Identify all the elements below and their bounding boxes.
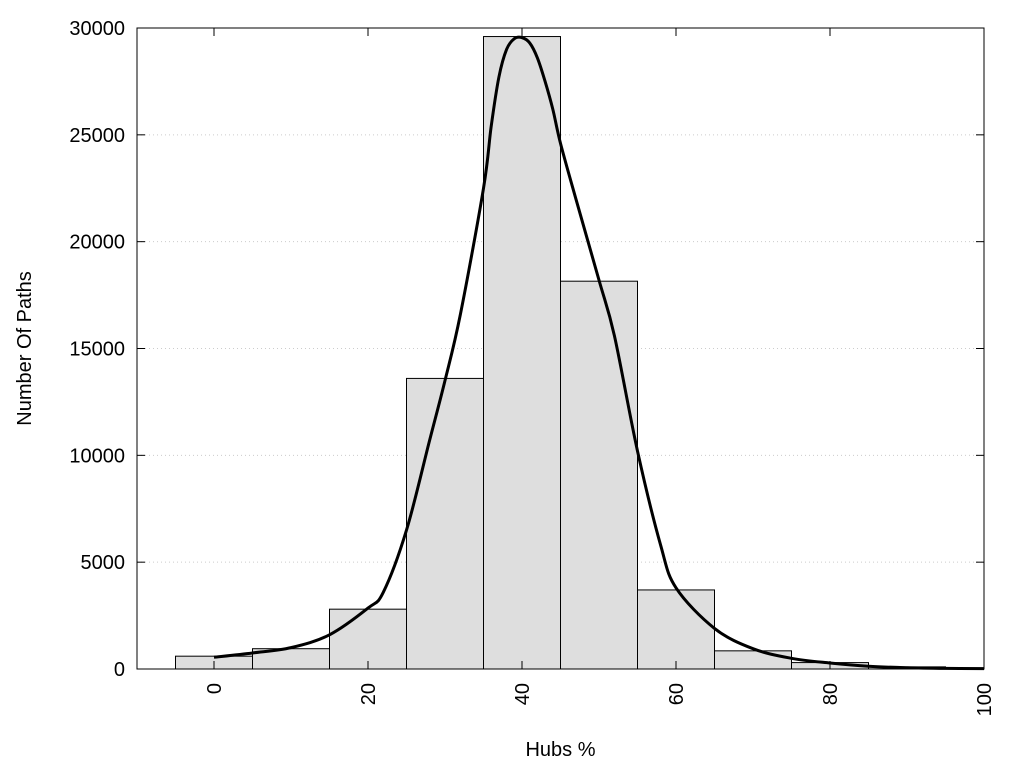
bars [175,36,985,670]
x-tick-label: 20 [358,683,380,705]
x-tick-label: 40 [512,683,534,705]
histogram-bar [406,377,484,670]
y-tick-label: 30000 [69,18,125,40]
x-axis-title: Hubs % [525,739,595,761]
x-tick-label: 0 [204,683,226,694]
y-tick-label: 20000 [69,232,125,254]
histogram-bar [637,589,715,670]
histogram-bar [483,36,561,670]
y-tick-label: 10000 [69,445,125,467]
histogram-bar [329,608,407,670]
fit-curve-layer [213,35,985,671]
y-axis-ticks: 0 5000 10000 15000 20000 25000 30000 [69,18,984,681]
y-axis-title: Number Of Paths [14,271,36,426]
fit-curve [213,35,985,671]
y-tick-label: 5000 [81,552,126,574]
x-tick-label: 60 [666,683,688,705]
x-axis-ticks: 0 20 40 60 80 100 [204,28,996,716]
y-tick-label: 0 [114,659,125,681]
histogram-bar [714,650,792,670]
x-tick-label: 100 [974,683,996,716]
y-tick-label: 15000 [69,339,125,361]
x-tick-label: 80 [820,683,842,705]
histogram-bar [560,280,638,670]
y-tick-label: 25000 [69,125,125,147]
